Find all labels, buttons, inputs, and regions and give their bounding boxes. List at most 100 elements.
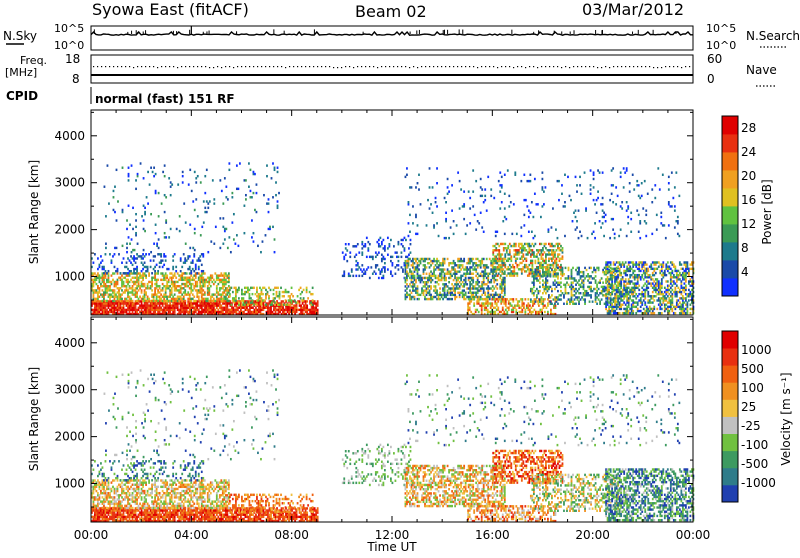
power-cell [128, 236, 130, 238]
power-cell [256, 183, 258, 185]
power-cell [610, 297, 612, 299]
power-cell [454, 275, 456, 277]
nave-label: Nave [746, 63, 777, 77]
nave-dot [529, 66, 530, 67]
power-cell [96, 289, 98, 291]
power-cell [129, 259, 131, 261]
power-cell [137, 243, 139, 245]
power-cell [498, 249, 500, 251]
power-cell [463, 285, 465, 287]
power-cell [306, 300, 308, 302]
power-cell [487, 285, 489, 287]
power-cell [143, 219, 145, 221]
power-cell [131, 238, 133, 240]
nave-dot [113, 66, 114, 67]
power-cell [429, 266, 431, 268]
power-cell [183, 296, 185, 298]
power-cell [158, 192, 160, 194]
power-cell [619, 261, 621, 263]
power-cell [132, 311, 134, 313]
power-cell [418, 298, 420, 300]
power-cell [518, 300, 520, 302]
nave-dot [661, 67, 662, 68]
power-cell [99, 279, 101, 281]
power-cell [475, 268, 477, 270]
power-cell [661, 278, 663, 280]
power-cell [563, 303, 565, 305]
power-cell [147, 268, 149, 270]
power-cell [189, 311, 191, 313]
power-cell [493, 281, 495, 283]
power-cell [504, 266, 506, 268]
power-cell [638, 268, 640, 270]
power-cell [208, 281, 210, 283]
power-cell [662, 301, 664, 303]
power-cell [245, 179, 247, 181]
power-cell [513, 270, 515, 272]
power-cell [224, 230, 226, 232]
power-cell [361, 243, 363, 245]
power-cell [258, 299, 260, 301]
power-cell [192, 283, 194, 285]
power-cell [542, 269, 544, 271]
power-cell [500, 266, 502, 268]
power-cell [204, 291, 206, 293]
nave-dot [269, 66, 270, 67]
power-cell [147, 202, 149, 204]
power-cell [184, 289, 186, 291]
power-cell [617, 299, 619, 301]
power-cell [583, 271, 585, 273]
power-cell [273, 289, 275, 291]
power-cell [583, 286, 585, 288]
power-cell [566, 303, 568, 305]
nave-dot [101, 66, 102, 67]
nave-dot [417, 67, 418, 68]
power-cell [504, 287, 506, 289]
power-cell [229, 289, 231, 291]
power-cell [99, 289, 101, 291]
power-cell [252, 301, 254, 303]
power-cell [226, 287, 228, 289]
power-cell [412, 260, 414, 262]
power-cell [484, 292, 486, 294]
power-cell [192, 247, 194, 249]
power-cell [557, 275, 559, 277]
power-cell [272, 311, 274, 313]
nave-dot [229, 66, 230, 67]
power-cell [637, 295, 639, 297]
power-cell [375, 256, 377, 258]
nave-dot [209, 67, 210, 68]
power-cell [105, 243, 107, 245]
power-cell [599, 300, 601, 302]
power-cell [349, 251, 351, 253]
power-cell [193, 296, 195, 298]
power-cell [607, 270, 609, 272]
nave-dot [553, 66, 554, 67]
power-cell [108, 270, 110, 272]
power-cell [192, 304, 194, 306]
freq-panel: 18 8 Freq. [MHz] 60 0 Nave [5, 52, 777, 86]
power-cell [271, 177, 273, 179]
power-cell [201, 274, 203, 276]
power-cell [656, 308, 658, 310]
power-cell [208, 293, 210, 295]
power-cell [471, 266, 473, 268]
power-cell [480, 289, 482, 291]
power-cell [226, 307, 228, 309]
power-cell [667, 270, 669, 272]
power-cell [560, 286, 562, 288]
power-cell [595, 288, 597, 290]
power-cell [208, 287, 210, 289]
power-cell [622, 291, 624, 293]
power-cell [610, 270, 612, 272]
power-cell [598, 267, 600, 269]
power-cell [650, 285, 652, 287]
power-cell [469, 262, 471, 264]
power-cell [117, 270, 119, 272]
power-cell [150, 213, 152, 215]
power-cell [201, 291, 203, 293]
power-cell [578, 288, 580, 290]
power-cell [494, 245, 496, 247]
power-cell [208, 291, 210, 293]
power-cell [583, 279, 585, 281]
